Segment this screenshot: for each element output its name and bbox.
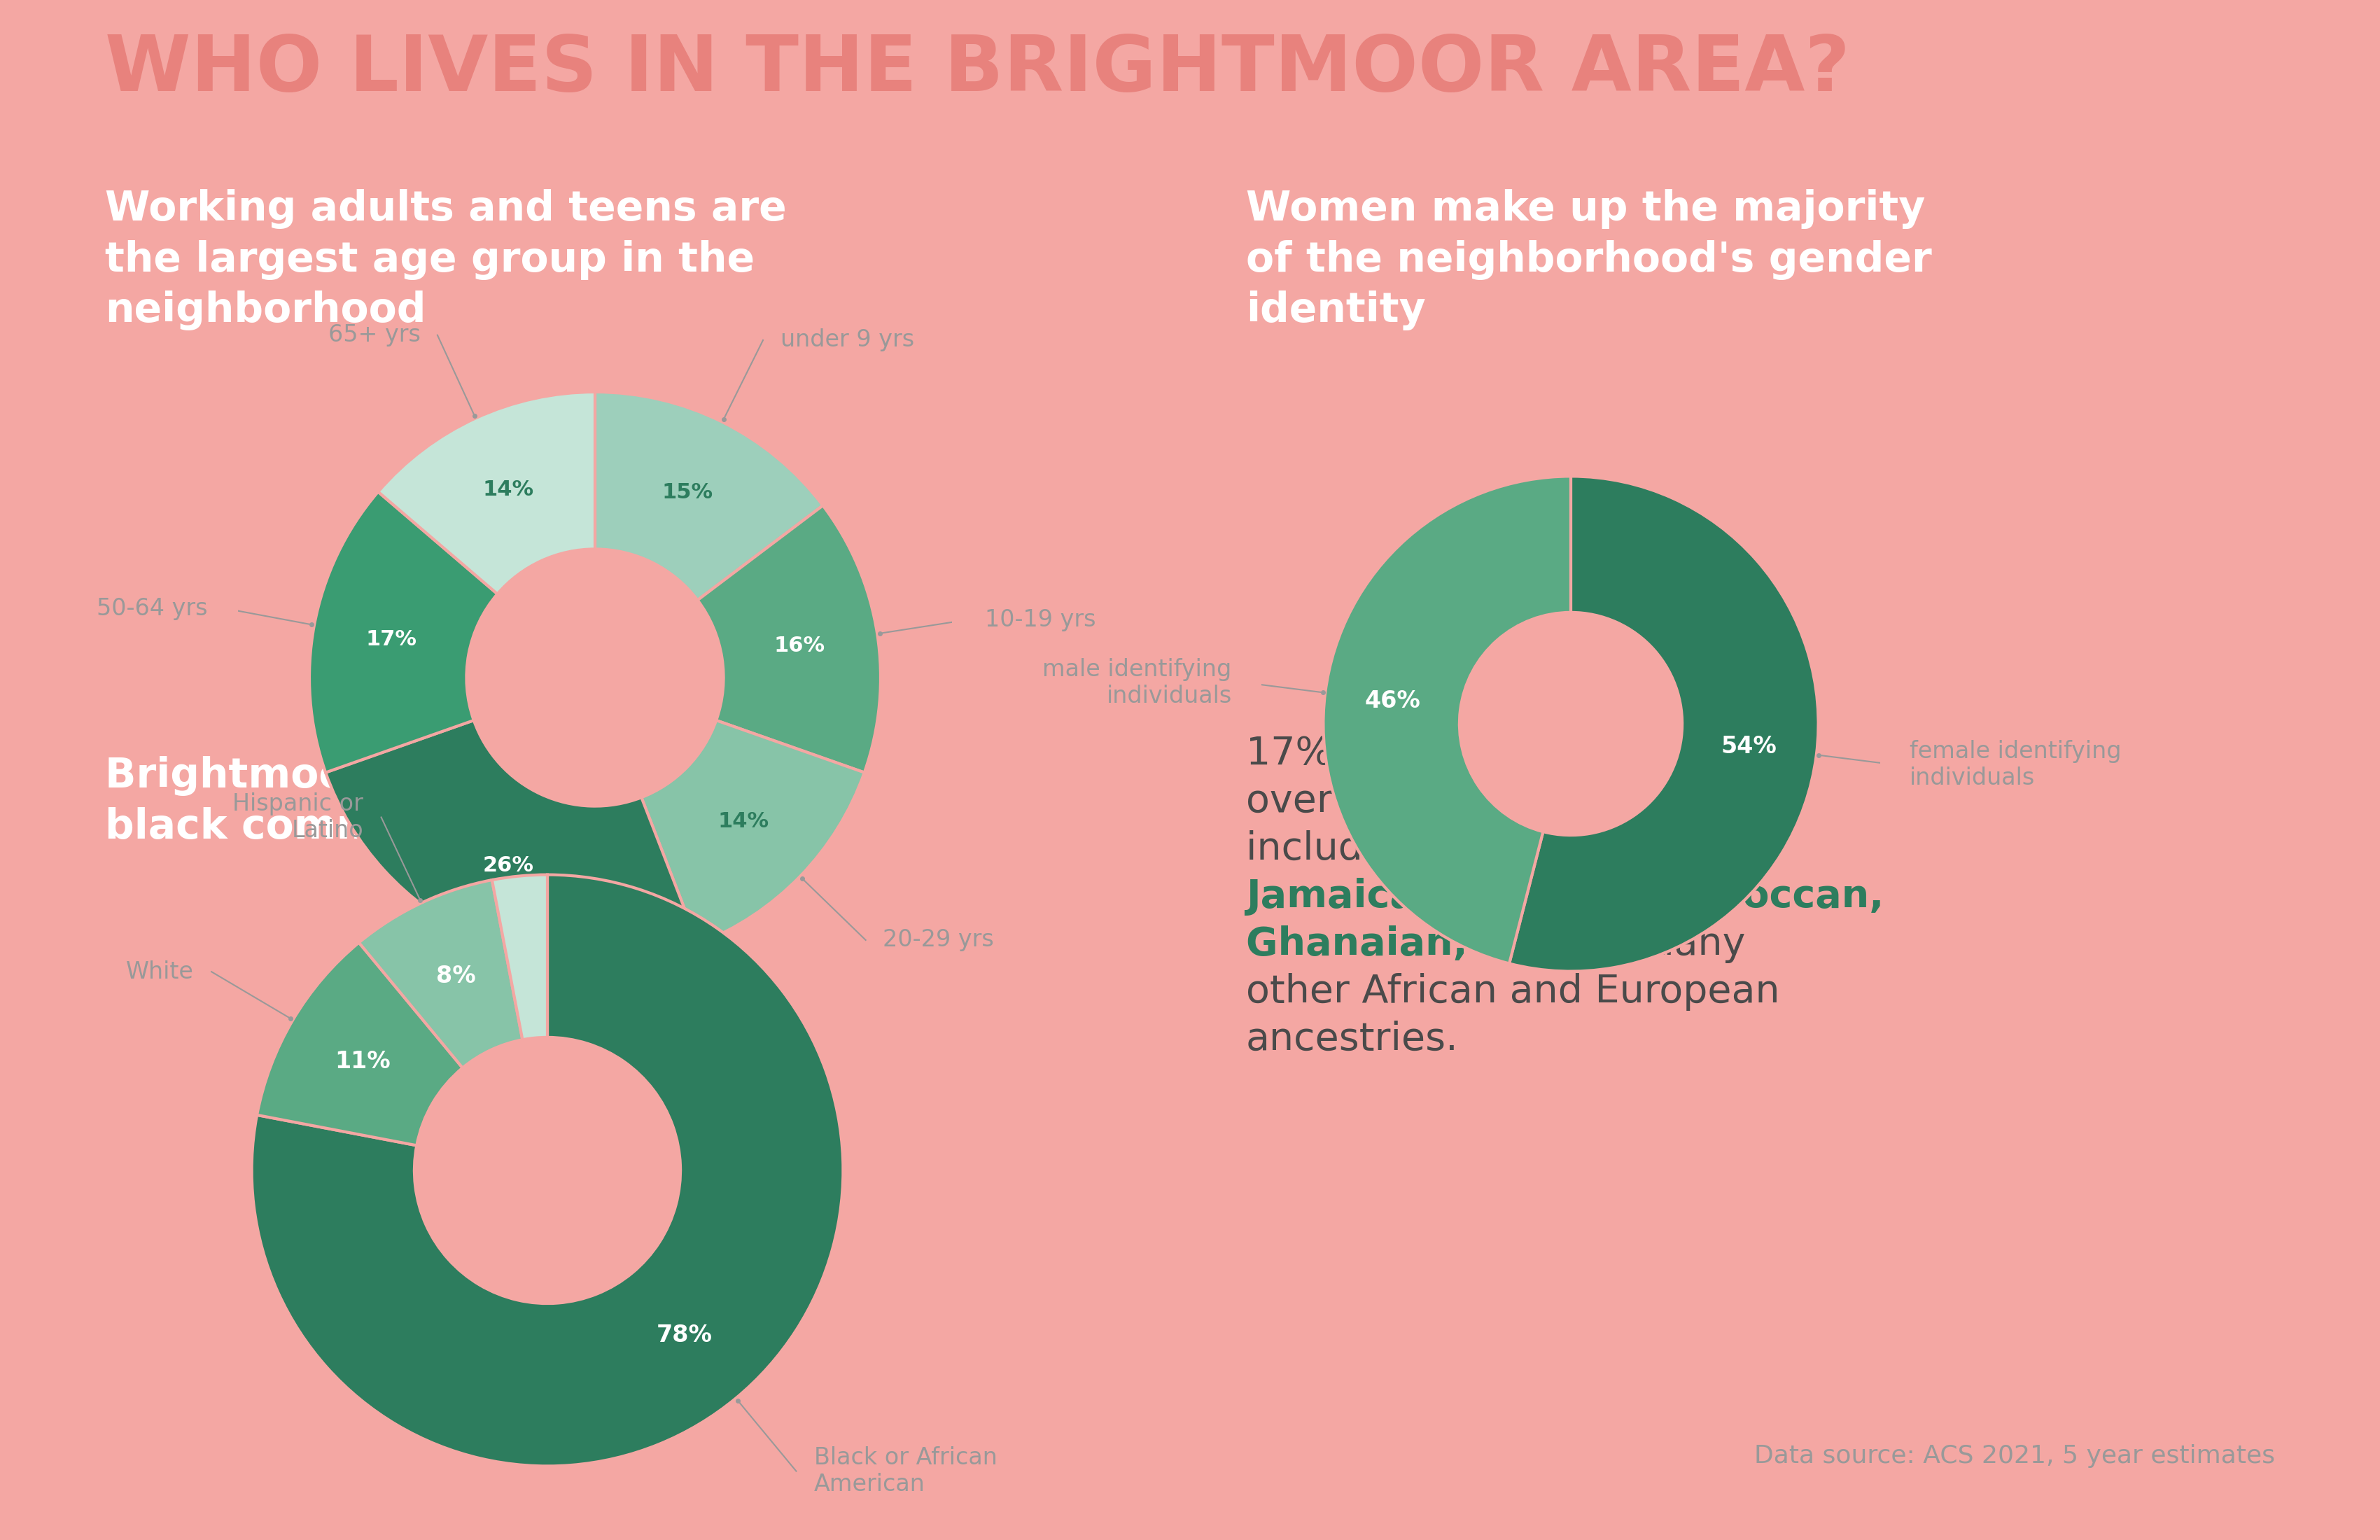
Wedge shape xyxy=(309,491,497,773)
Text: 17% of residents reported: 17% of residents reported xyxy=(1247,735,1752,773)
Text: 11%: 11% xyxy=(336,1050,390,1073)
Text: Ghanaian, Nigerian: Ghanaian, Nigerian xyxy=(1247,926,1668,962)
Text: over 40 different ancestries: over 40 different ancestries xyxy=(1247,782,1785,821)
Wedge shape xyxy=(493,875,547,1040)
Wedge shape xyxy=(643,721,864,944)
Circle shape xyxy=(466,550,724,805)
Wedge shape xyxy=(326,721,697,962)
Text: 17%: 17% xyxy=(367,630,416,650)
Text: and many: and many xyxy=(1537,926,1745,962)
Text: 78%: 78% xyxy=(657,1324,712,1348)
Text: WHO LIVES IN THE BRIGHTMOOR AREA?: WHO LIVES IN THE BRIGHTMOOR AREA? xyxy=(105,32,1849,108)
Wedge shape xyxy=(697,505,881,773)
Text: 54%: 54% xyxy=(1721,735,1778,758)
Text: Hispanic or
Latino: Hispanic or Latino xyxy=(233,792,364,842)
Text: Data source: ACS 2021, 5 year estimates: Data source: ACS 2021, 5 year estimates xyxy=(1754,1445,2275,1468)
Text: 46%: 46% xyxy=(1364,690,1421,713)
Text: 15%: 15% xyxy=(662,482,714,502)
Wedge shape xyxy=(359,879,524,1067)
Wedge shape xyxy=(1323,476,1571,964)
Text: male identifying
individuals: male identifying individuals xyxy=(1042,658,1233,708)
Text: White: White xyxy=(126,959,193,983)
Text: German, French,: German, French, xyxy=(1409,830,1771,869)
Text: Women make up the majority
of the neighborhood's gender
identity: Women make up the majority of the neighb… xyxy=(1247,189,1933,331)
Wedge shape xyxy=(595,393,823,601)
Circle shape xyxy=(414,1038,681,1303)
Text: female identifying
individuals: female identifying individuals xyxy=(1909,739,2121,790)
Text: 20-29 yrs: 20-29 yrs xyxy=(883,929,995,952)
Wedge shape xyxy=(257,942,462,1146)
Text: 26%: 26% xyxy=(483,856,533,876)
Circle shape xyxy=(1459,613,1683,835)
Text: Black or African
American: Black or African American xyxy=(814,1446,997,1495)
Text: 50-64 yrs: 50-64 yrs xyxy=(95,598,207,621)
Text: Jamaican, Haitian, Moroccan,: Jamaican, Haitian, Moroccan, xyxy=(1247,878,1885,916)
Text: 14%: 14% xyxy=(483,479,533,499)
Text: 65+ yrs: 65+ yrs xyxy=(328,323,421,346)
Text: ancestries.: ancestries. xyxy=(1247,1021,1459,1058)
Wedge shape xyxy=(252,875,843,1466)
Text: 14%: 14% xyxy=(719,812,769,832)
Text: other African and European: other African and European xyxy=(1247,973,1780,1010)
Wedge shape xyxy=(1509,476,1818,972)
Text: under 9 yrs: under 9 yrs xyxy=(781,328,914,351)
Text: 10-19 yrs: 10-19 yrs xyxy=(985,608,1095,631)
Text: 30-49 yrs: 30-49 yrs xyxy=(309,1009,421,1032)
Wedge shape xyxy=(378,393,595,594)
Text: 8%: 8% xyxy=(436,966,476,989)
Text: 16%: 16% xyxy=(774,636,826,656)
Text: Brightmoor is a predominately
black community...: Brightmoor is a predominately black comm… xyxy=(105,756,812,847)
Text: including: including xyxy=(1247,830,1435,869)
Text: Working adults and teens are
the largest age group in the
neighborhood: Working adults and teens are the largest… xyxy=(105,189,788,331)
